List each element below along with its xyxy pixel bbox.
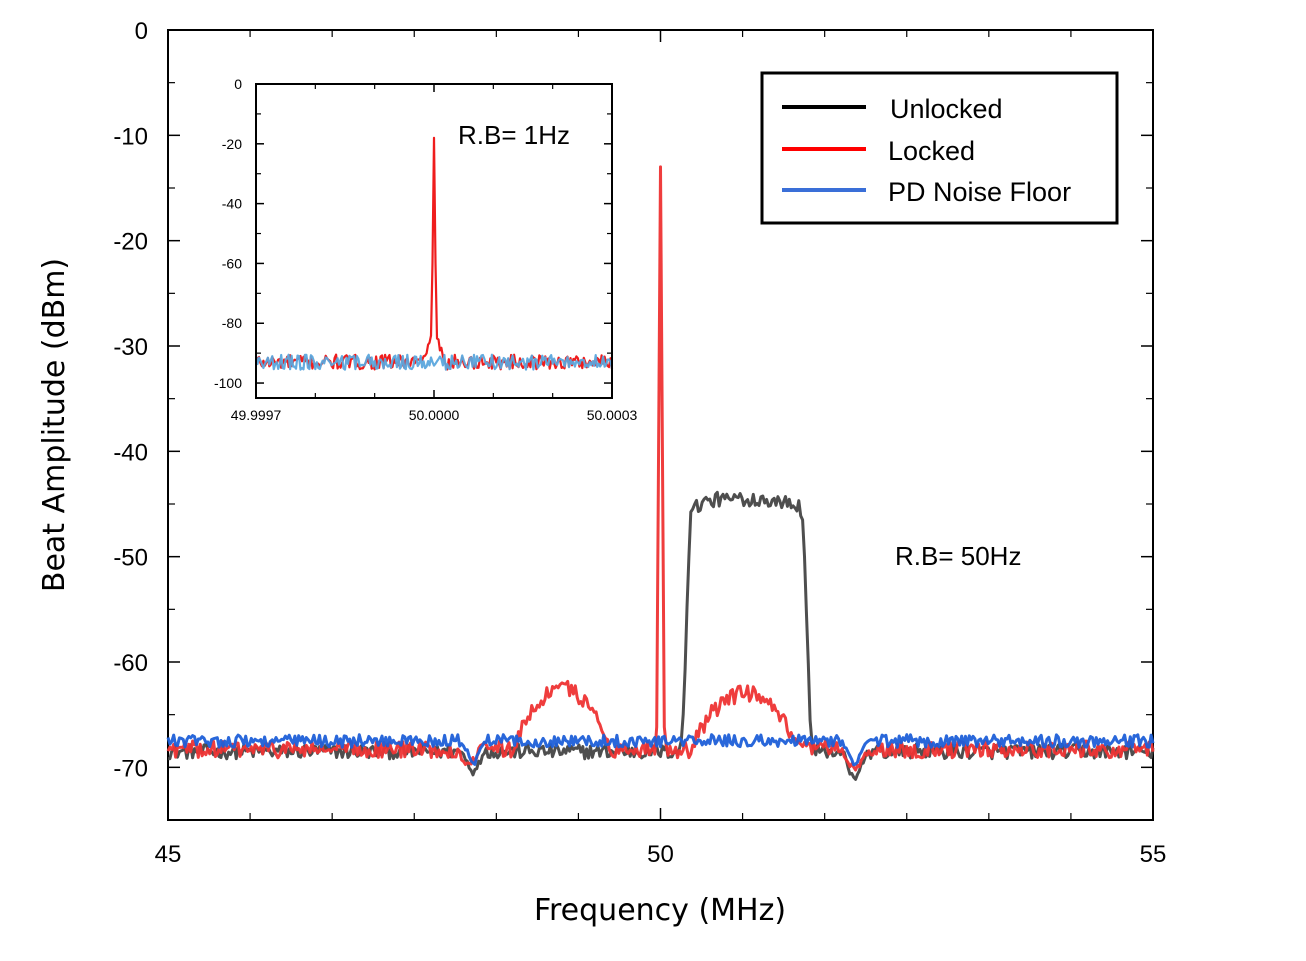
series-line-pd-noise-floor xyxy=(166,733,1155,767)
main-resolution-annotation: R.B= 50Hz xyxy=(895,541,1021,571)
y-tick-label: -20 xyxy=(113,229,148,256)
inset-chart: 0 -20 -40 -60 -80 -100 49.9997 50.0000 50.0003 R… xyxy=(214,76,638,423)
series-line-unlocked xyxy=(167,490,1155,781)
inset-resolution-annotation: R.B= 1Hz xyxy=(458,120,570,150)
series-line-locked xyxy=(166,165,1155,772)
main-series-group xyxy=(166,165,1155,781)
y-tick-label: -80 xyxy=(222,315,242,331)
legend: Unlocked Locked PD Noise Floor xyxy=(760,71,1119,225)
y-tick-label: -40 xyxy=(222,196,242,212)
y-axis-title: Beat Amplitude (dBm) xyxy=(37,258,72,592)
x-tick-label: 50 xyxy=(647,841,674,868)
y-tick-label: -60 xyxy=(113,650,148,677)
x-tick-label: 50.0000 xyxy=(409,407,460,423)
y-tick-label: -40 xyxy=(113,439,148,466)
inset-tick-labels: 0 -20 -40 -60 -80 -100 49.9997 50.0000 50.0003 xyxy=(214,76,638,423)
main-axis-ticks xyxy=(167,29,1154,820)
x-tick-label: 45 xyxy=(155,841,182,868)
y-tick-label: 0 xyxy=(135,18,148,45)
legend-box xyxy=(760,71,1119,225)
y-tick-label: -20 xyxy=(222,136,242,152)
y-tick-label: -60 xyxy=(222,255,242,271)
y-tick-label: -70 xyxy=(113,755,148,782)
series-line-pd-noise-floor xyxy=(254,353,614,371)
x-tick-label: 55 xyxy=(1140,841,1167,868)
legend-label-pd-noise: PD Noise Floor xyxy=(888,177,1071,207)
legend-label-locked: Locked xyxy=(888,136,975,166)
inset-axis-ticks xyxy=(255,83,613,398)
main-tick-labels: 0 -10 -20 -30 -40 -50 -60 -70 45 50 55 xyxy=(113,18,1166,868)
inset-series-group xyxy=(254,136,614,371)
y-tick-label: -10 xyxy=(113,123,148,150)
y-tick-label: -100 xyxy=(214,375,242,391)
y-tick-label: -50 xyxy=(113,545,148,572)
inset-plot-background xyxy=(256,84,612,398)
x-tick-label: 49.9997 xyxy=(231,407,282,423)
y-tick-label: 0 xyxy=(234,76,242,92)
y-tick-label: -30 xyxy=(113,334,148,361)
legend-label-unlocked: Unlocked xyxy=(890,94,1003,124)
x-tick-label: 50.0003 xyxy=(587,407,638,423)
x-axis-title: Frequency (MHz) xyxy=(534,893,786,928)
